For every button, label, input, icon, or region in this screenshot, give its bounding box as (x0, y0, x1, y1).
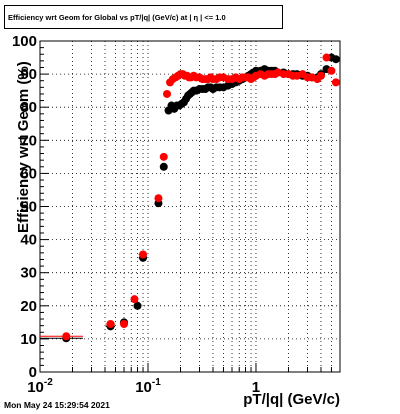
series-1 (40, 53, 340, 341)
y-tick-label: 70 (20, 132, 37, 149)
data-point (130, 295, 139, 304)
data-point (159, 162, 168, 171)
data-point (139, 250, 148, 259)
y-tick-label: 80 (20, 99, 37, 116)
y-tick-label: 50 (20, 199, 37, 216)
data-point (316, 71, 325, 80)
y-axis-label-text: Efficiency wrt Geom (%) (15, 61, 32, 233)
x-tick-labels: 10-2 10-1 1 (27, 377, 260, 396)
y-tick-label: 60 (20, 165, 37, 182)
y-tick-label: 10 (20, 331, 37, 348)
y-tick-label: 100 (12, 33, 37, 50)
x-tick-label: 10-2 (27, 377, 53, 396)
series-layer (40, 53, 340, 343)
y-tick-label: 0 (29, 364, 37, 381)
y-tick-label: 40 (20, 232, 37, 249)
y-tick-label: 30 (20, 265, 37, 282)
data-point (322, 53, 331, 62)
x-tick-label-exponent: -2 (44, 377, 53, 388)
data-point (62, 332, 71, 341)
data-point (133, 301, 142, 310)
axis-ticks (39, 40, 341, 373)
x-tick-label: 1 (252, 379, 260, 396)
data-point (106, 320, 115, 329)
data-point (159, 152, 168, 161)
x-axis-label: pT/|q| (GeV/c) (243, 391, 340, 408)
data-point (331, 55, 340, 64)
timestamp: Mon May 24 15:29:54 2021 (4, 400, 110, 410)
series-0 (40, 53, 340, 343)
data-point (163, 89, 172, 98)
x-tick-label: 10-1 (135, 377, 161, 396)
y-tick-label: 90 (20, 66, 37, 83)
data-point (327, 66, 336, 75)
y-tick-labels: 0 10 20 30 40 50 60 70 80 90 100 (12, 33, 37, 381)
data-point (331, 78, 340, 87)
y-tick-label: 20 (20, 298, 37, 315)
chart-title: Efficiency wrt Geom for Global vs pT/|q|… (4, 5, 283, 29)
x-tick-label-exponent: -1 (152, 377, 161, 388)
data-point (154, 194, 163, 203)
data-point (120, 320, 129, 329)
